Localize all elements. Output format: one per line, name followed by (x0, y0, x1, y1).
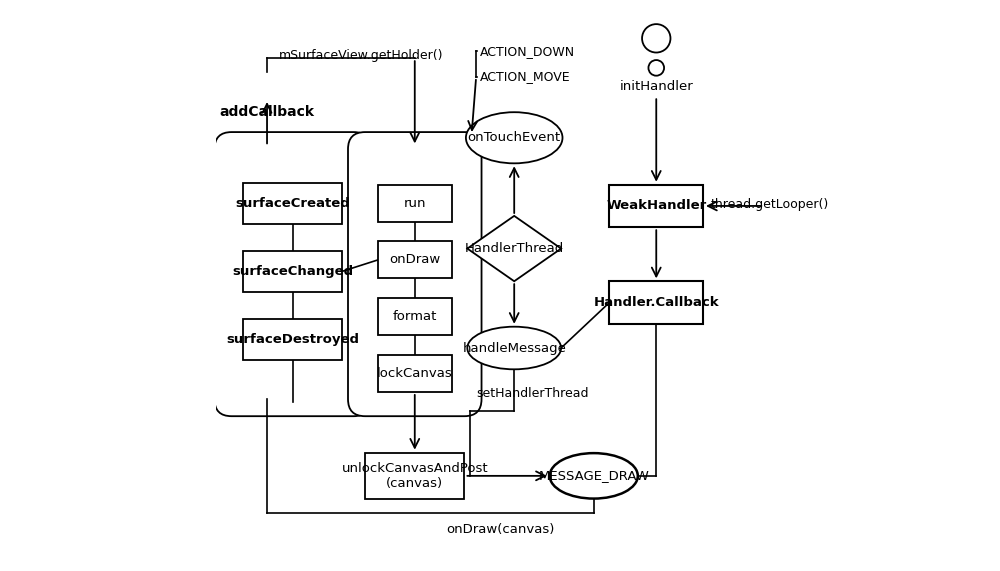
Text: run: run (404, 196, 426, 210)
FancyBboxPatch shape (243, 319, 342, 360)
Text: format: format (393, 310, 437, 323)
FancyBboxPatch shape (609, 184, 703, 227)
Text: onDraw: onDraw (389, 254, 440, 267)
Text: onTouchEvent: onTouchEvent (468, 131, 561, 144)
FancyBboxPatch shape (243, 251, 342, 292)
Polygon shape (467, 216, 561, 282)
FancyBboxPatch shape (348, 132, 482, 416)
Text: initHandler: initHandler (619, 80, 693, 93)
Text: thread.getLooper(): thread.getLooper() (710, 198, 828, 211)
Text: ACTION_DOWN: ACTION_DOWN (480, 45, 575, 58)
Text: setHandlerThread: setHandlerThread (477, 387, 589, 400)
FancyBboxPatch shape (214, 132, 371, 416)
FancyBboxPatch shape (243, 183, 342, 224)
Text: surfaceDestroyed: surfaceDestroyed (226, 333, 359, 346)
Text: surfaceCreated: surfaceCreated (235, 196, 350, 210)
Ellipse shape (466, 112, 563, 163)
Text: WeakHandler: WeakHandler (606, 199, 706, 212)
Circle shape (648, 60, 664, 76)
Text: onDraw(canvas): onDraw(canvas) (446, 524, 554, 536)
Text: Handler.Callback: Handler.Callback (593, 296, 719, 309)
Circle shape (642, 24, 670, 53)
FancyBboxPatch shape (378, 355, 452, 392)
Text: lockCanvas: lockCanvas (377, 367, 453, 380)
Ellipse shape (550, 453, 638, 498)
Text: addCallback: addCallback (220, 105, 315, 119)
FancyBboxPatch shape (378, 298, 452, 335)
Text: HandlerThread: HandlerThread (465, 242, 564, 255)
Text: unlockCanvasAndPost
(canvas): unlockCanvasAndPost (canvas) (341, 462, 488, 490)
Text: handleMessage: handleMessage (462, 341, 566, 355)
FancyBboxPatch shape (365, 453, 464, 499)
Ellipse shape (467, 327, 561, 369)
FancyBboxPatch shape (378, 242, 452, 279)
Text: MESSAGE_DRAW: MESSAGE_DRAW (538, 469, 649, 482)
FancyBboxPatch shape (609, 282, 703, 324)
Text: ACTION_MOVE: ACTION_MOVE (480, 70, 571, 83)
FancyBboxPatch shape (378, 184, 452, 222)
Text: surfaceChanged: surfaceChanged (232, 265, 353, 278)
Text: mSurfaceView.getHolder(): mSurfaceView.getHolder() (279, 49, 443, 62)
